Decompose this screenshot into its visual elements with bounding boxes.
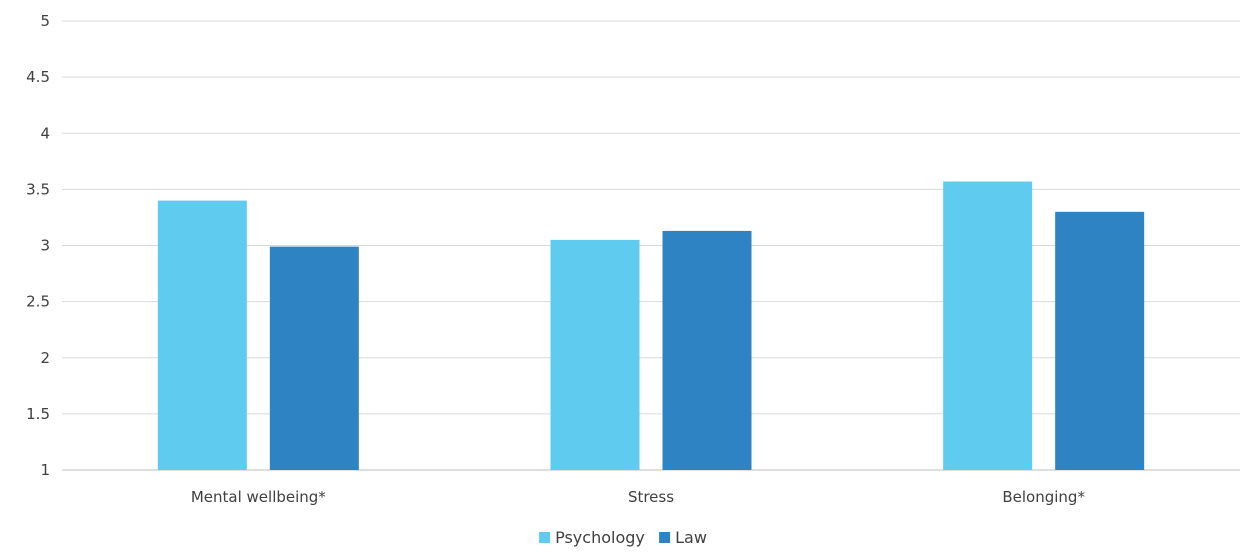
bar-psychology-3	[943, 181, 1033, 470]
bar-psychology-1	[157, 200, 247, 470]
legend: Psychology Law	[539, 528, 707, 547]
y-tick-label: 1.5	[26, 405, 50, 423]
y-tick-label: 2.5	[26, 293, 50, 311]
bar-psychology-2	[550, 239, 640, 470]
bar-law-1	[269, 246, 359, 470]
y-axis-ticks: 1 1.5 2 2.5 3 3.5 4 4.5 5	[26, 12, 50, 479]
legend-label-law: Law	[675, 528, 707, 547]
bar-law-2	[662, 230, 752, 470]
x-category-label: Stress	[628, 488, 674, 506]
y-tick-label: 1	[40, 461, 50, 479]
bars	[157, 181, 1145, 470]
legend-label-psychology: Psychology	[555, 528, 645, 547]
y-tick-label: 5	[40, 12, 50, 30]
y-tick-label: 3.5	[26, 180, 50, 198]
legend-swatch-law	[659, 532, 671, 543]
y-tick-label: 4	[40, 124, 50, 142]
x-axis-categories: Mental wellbeing* Stress Belonging*	[191, 488, 1086, 506]
x-category-label: Belonging*	[1002, 488, 1085, 506]
x-category-label: Mental wellbeing*	[191, 488, 326, 506]
y-tick-label: 4.5	[26, 68, 50, 86]
y-tick-label: 2	[40, 349, 50, 367]
y-tick-label: 3	[40, 237, 50, 255]
gridlines	[62, 20, 1240, 471]
legend-swatch-psychology	[539, 532, 551, 543]
bar-law-3	[1055, 211, 1145, 470]
